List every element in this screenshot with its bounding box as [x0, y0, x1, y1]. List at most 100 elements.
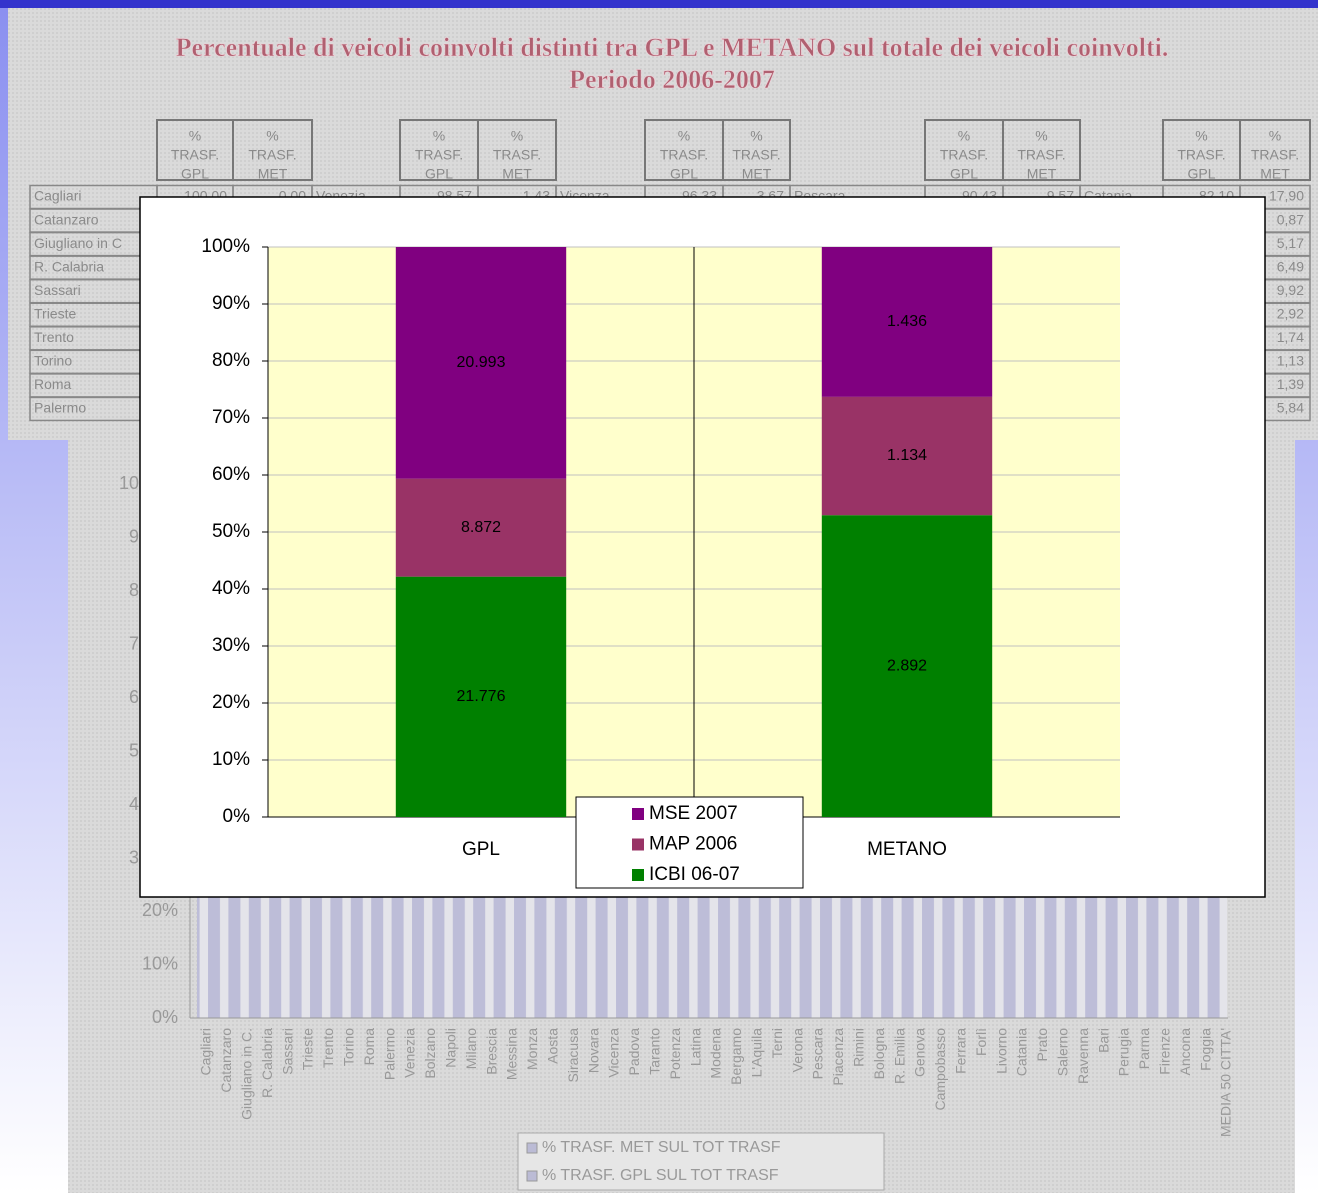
- x-tick-label: Novara: [585, 1028, 601, 1073]
- x-tick-label: Cagliari: [198, 1028, 214, 1075]
- x-tick-label: Catania: [1014, 1028, 1030, 1076]
- header-text: TRASF.: [660, 147, 708, 163]
- y-tick-label: 90%: [212, 293, 250, 314]
- header-text: %: [750, 128, 762, 144]
- x-tick-label: Parma: [1136, 1028, 1152, 1069]
- header-text: GPL: [950, 166, 978, 182]
- y-tick-label: 10%: [212, 749, 250, 770]
- x-tick-label: Milano: [463, 1028, 479, 1069]
- y-tick-label: 100%: [201, 236, 250, 257]
- header-text: TRASF.: [732, 147, 780, 163]
- header-text: GPL: [1187, 166, 1215, 182]
- y-tick-label: 7: [129, 633, 139, 653]
- data-label: 1.436: [887, 313, 927, 330]
- x-tick-label: Monza: [524, 1028, 540, 1070]
- x-tick-label: Bologna: [871, 1028, 887, 1080]
- x-tick-label: Campobasso: [932, 1028, 948, 1111]
- x-tick-label: Genova: [912, 1028, 928, 1077]
- y-tick-label: 3: [129, 847, 139, 867]
- x-tick-label: Torino: [341, 1028, 357, 1066]
- table-text: Trieste: [34, 305, 76, 321]
- header-text: GPL: [181, 166, 209, 182]
- x-tick-label: R. Calabria: [259, 1028, 275, 1098]
- table-text: Torino: [34, 353, 72, 369]
- header-text: TRASF.: [1017, 147, 1065, 163]
- bar-segment: [395, 247, 567, 479]
- x-tick-label: R. Emilia: [891, 1028, 907, 1084]
- table-text: Giugliano in C: [34, 235, 122, 251]
- y-tick-label: 10%: [142, 953, 178, 973]
- x-tick-label: Aosta: [545, 1028, 561, 1064]
- x-tick-label: Rimini: [851, 1028, 867, 1067]
- y-tick-label: 80%: [212, 350, 250, 371]
- x-tick-label: Livorno: [993, 1028, 1009, 1074]
- y-tick-label: 6: [129, 687, 139, 707]
- legend-swatch: [632, 808, 644, 820]
- legend-box: [575, 796, 804, 889]
- x-tick-label: Terni: [769, 1028, 785, 1058]
- y-tick-label: 0%: [152, 1007, 178, 1027]
- table-text: Trento: [34, 329, 74, 345]
- x-tick-label: Catanzaro: [218, 1028, 234, 1093]
- header-text: TRASF.: [1251, 147, 1299, 163]
- x-tick-label: Perugia: [1116, 1028, 1132, 1076]
- x-tick-label: Pescara: [810, 1028, 826, 1080]
- legend-label: % TRASF. GPL SUL TOT TRASF: [542, 1167, 779, 1184]
- header-text: %: [1195, 128, 1207, 144]
- x-tick-label: Giugliano in C.: [239, 1028, 255, 1120]
- x-tick-label: Verona: [789, 1028, 805, 1073]
- table-text: Sassari: [34, 282, 81, 298]
- x-tick-label: L'Aquila: [749, 1028, 765, 1078]
- table-text: 1,74: [1277, 329, 1304, 345]
- data-label: 8.872: [461, 519, 501, 536]
- header-text: TRASF.: [415, 147, 463, 163]
- x-tick-label: Trento: [320, 1028, 336, 1068]
- bar-segment: [395, 576, 567, 817]
- data-label: 2.892: [887, 657, 927, 674]
- y-tick-label: 9: [129, 526, 139, 546]
- header-text: MET: [1027, 166, 1057, 182]
- legend-swatch: [526, 1170, 538, 1182]
- x-tick-label: MEDIA 50 CITTA': [1218, 1028, 1234, 1137]
- x-tick-label: Modena: [708, 1028, 724, 1079]
- x-tick-label: Venezia: [402, 1028, 418, 1078]
- table-text: 1,39: [1277, 376, 1304, 392]
- header-text: %: [678, 128, 690, 144]
- y-tick-label: 10: [119, 473, 139, 493]
- legend-swatch: [526, 1142, 538, 1154]
- x-tick-label: Bolzano: [422, 1028, 438, 1079]
- x-tick-label: Bergamo: [728, 1028, 744, 1085]
- bar-segment: [821, 396, 993, 516]
- title: Percentuale di veicoli coinvolti distint…: [176, 33, 1169, 62]
- x-tick-label: Ravenna: [1075, 1028, 1091, 1084]
- x-tick-label: Taranto: [647, 1028, 663, 1075]
- table-text: 0,87: [1277, 211, 1304, 227]
- header-cell: [722, 119, 791, 181]
- y-tick-label: 40%: [212, 578, 250, 599]
- header-text: %: [1269, 128, 1281, 144]
- x-tick-label: Latina: [687, 1028, 703, 1066]
- header-cell: [1002, 119, 1081, 181]
- x-tick-label: GPL: [462, 839, 500, 860]
- header-text: TRASF.: [493, 147, 541, 163]
- header-cell: [477, 119, 557, 181]
- y-tick-label: 5: [129, 740, 139, 760]
- y-tick-label: 50%: [212, 521, 250, 542]
- header-text: %: [266, 128, 278, 144]
- x-tick-label: Napoli: [443, 1028, 459, 1068]
- header-text: MET: [258, 166, 288, 182]
- header-cell: [232, 119, 313, 181]
- table-text: R. Calabria: [34, 258, 104, 274]
- header-text: TRASF.: [940, 147, 988, 163]
- table-text: 9,92: [1277, 282, 1304, 298]
- header-cell: [1239, 119, 1311, 181]
- x-tick-label: Padova: [626, 1028, 642, 1076]
- header-text: TRASF.: [248, 147, 296, 163]
- title: Periodo 2006-2007: [569, 65, 775, 94]
- header-text: %: [1035, 128, 1047, 144]
- x-tick-label: Siracusa: [565, 1028, 581, 1083]
- header-text: %: [511, 128, 523, 144]
- header-text: MET: [502, 166, 532, 182]
- y-tick-label: 70%: [212, 407, 250, 428]
- data-label: 20.993: [457, 354, 506, 371]
